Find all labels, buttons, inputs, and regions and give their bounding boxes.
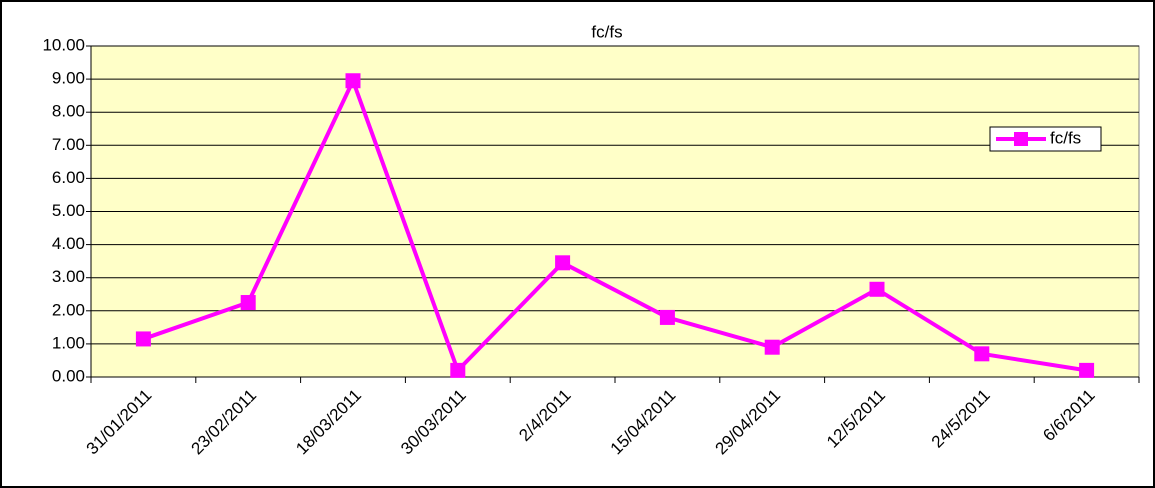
y-tick-label: 8.00	[52, 102, 85, 121]
y-tick-label: 5.00	[52, 201, 85, 220]
data-marker	[555, 255, 571, 271]
data-marker	[1079, 362, 1095, 378]
data-line	[142, 78, 1087, 373]
y-tick-label: 7.00	[52, 135, 85, 154]
data-marker	[450, 362, 466, 378]
data-marker	[135, 331, 151, 347]
legend-marker	[1014, 132, 1028, 146]
data-marker	[240, 295, 256, 311]
y-tick-label: 2.00	[52, 300, 85, 319]
data-marker	[974, 346, 990, 362]
data-marker	[869, 281, 885, 297]
chart-title: fc/fs	[591, 22, 622, 41]
y-tick-label: 0.00	[52, 366, 85, 385]
y-tick-label: 1.00	[52, 333, 85, 352]
legend-label: fc/fs	[1050, 128, 1081, 147]
y-tick-label: 6.00	[52, 168, 85, 187]
y-tick-label: 3.00	[52, 267, 85, 286]
y-tick-label: 10.00	[42, 35, 85, 54]
y-tick-label: 4.00	[52, 234, 85, 253]
data-marker	[659, 309, 675, 325]
y-tick-label: 9.00	[52, 69, 85, 88]
data-marker	[764, 339, 780, 355]
data-marker	[345, 73, 361, 89]
